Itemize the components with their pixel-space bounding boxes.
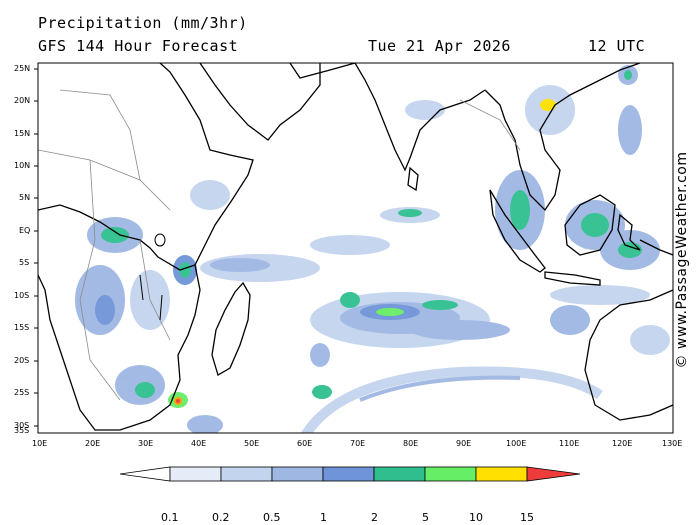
lat-label: EQ	[19, 226, 31, 235]
precip-field	[75, 65, 670, 433]
colorbar	[119, 466, 581, 482]
lat-label: 5S	[19, 258, 30, 267]
lat-label: 15S	[14, 323, 30, 332]
lat-label: 30S	[14, 421, 30, 430]
lat-label: 10N	[14, 161, 31, 170]
colorbar-label: 15	[520, 511, 534, 524]
lon-label: 70E	[350, 439, 366, 448]
forecast-time: 12 UTC	[588, 37, 646, 55]
colorbar-label: 5	[422, 511, 429, 524]
lat-label: 10S	[14, 291, 30, 300]
lon-label: 90E	[456, 439, 472, 448]
lon-label: 120E	[612, 439, 633, 448]
lon-label: 30E	[138, 439, 154, 448]
lat-label: 5N	[19, 193, 31, 202]
lon-label: 80E	[403, 439, 419, 448]
lon-label: 130E	[662, 439, 683, 448]
coastlines	[38, 63, 673, 431]
lon-label: 10E	[32, 439, 48, 448]
lat-label: 20N	[14, 96, 31, 105]
lon-label: 60E	[297, 439, 313, 448]
forecast-date: Tue 21 Apr 2026	[368, 37, 511, 55]
lat-label: 15N	[14, 129, 31, 138]
lat-label: 25S	[14, 388, 30, 397]
colorbar-label: 0.5	[263, 511, 281, 524]
colorbar-label: 2	[371, 511, 378, 524]
map-border	[37, 62, 674, 434]
colorbar-label: 10	[469, 511, 483, 524]
forecast-label: GFS 144 Hour Forecast	[38, 37, 239, 55]
lon-label: 50E	[244, 439, 260, 448]
lakes	[139, 233, 166, 321]
lat-label: 35S	[14, 426, 30, 435]
site-credit: © www.PassageWeather.com	[674, 151, 690, 369]
lat-label: 20S	[14, 356, 30, 365]
colorbar-label: 0.2	[212, 511, 230, 524]
lon-label: 40E	[191, 439, 207, 448]
lat-label: 25N	[14, 64, 31, 73]
axis-ticks	[34, 68, 38, 427]
lon-label: 110E	[559, 439, 580, 448]
borders	[38, 89, 521, 401]
colorbar-label: 0.1	[161, 511, 179, 524]
colorbar-label: 1	[320, 511, 327, 524]
lon-label: 20E	[85, 439, 101, 448]
chart-title: Precipitation (mm/3hr)	[38, 14, 248, 32]
lon-label: 100E	[506, 439, 527, 448]
